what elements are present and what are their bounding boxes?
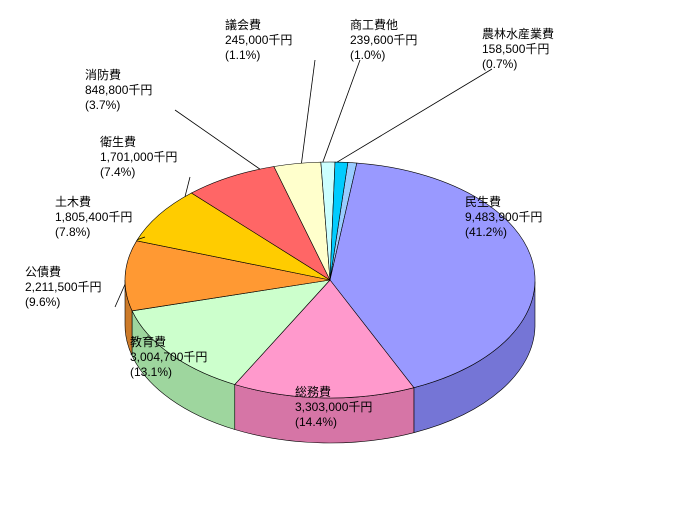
- leader-assembly: [301, 60, 315, 163]
- label-public-welfare: 民生費9,483,900千円(41.2%): [465, 195, 542, 240]
- label-name: 土木費: [55, 195, 132, 210]
- label-value: 3,303,000千円: [295, 400, 372, 415]
- label-assembly: 議会費245,000千円(1.1%): [225, 18, 292, 63]
- label-agri-forestry-fishery: 農林水産業費158,500千円(0.7%): [482, 27, 554, 72]
- label-value: 9,483,900千円: [465, 210, 542, 225]
- label-percent: (3.7%): [85, 98, 152, 113]
- label-name: 消防費: [85, 68, 152, 83]
- label-commerce-industry-other: 商工費他239,600千円(1.0%): [350, 18, 417, 63]
- label-public-debt: 公債費2,211,500千円(9.6%): [25, 265, 102, 310]
- label-value: 848,800千円: [85, 83, 152, 98]
- label-percent: (0.7%): [482, 57, 554, 72]
- label-value: 158,500千円: [482, 42, 554, 57]
- label-name: 商工費他: [350, 18, 417, 33]
- label-value: 239,600千円: [350, 33, 417, 48]
- label-name: 教育費: [130, 335, 207, 350]
- label-name: 議会費: [225, 18, 292, 33]
- pie-chart-3d: 農林水産業費158,500千円(0.7%) 民生費9,483,900千円(41.2…: [0, 0, 675, 525]
- label-name: 総務費: [295, 385, 372, 400]
- leader-sanitation: [185, 177, 190, 197]
- label-percent: (1.0%): [350, 48, 417, 63]
- label-name: 衛生費: [100, 135, 177, 150]
- label-general-affairs: 総務費3,303,000千円(14.4%): [295, 385, 372, 430]
- label-civil-engineering: 土木費1,805,400千円(7.8%): [55, 195, 132, 240]
- label-name: 公債費: [25, 265, 102, 280]
- leader-agri-forestry-fishery: [337, 69, 492, 162]
- label-name: 農林水産業費: [482, 27, 554, 42]
- leader-commerce-industry-other: [323, 60, 360, 162]
- label-percent: (41.2%): [465, 225, 542, 240]
- label-percent: (7.4%): [100, 165, 177, 180]
- label-percent: (7.8%): [55, 225, 132, 240]
- label-percent: (13.1%): [130, 365, 207, 380]
- leader-fire-service: [175, 110, 260, 169]
- label-education: 教育費3,004,700千円(13.1%): [130, 335, 207, 380]
- label-percent: (14.4%): [295, 415, 372, 430]
- label-value: 1,701,000千円: [100, 150, 177, 165]
- label-value: 2,211,500千円: [25, 280, 102, 295]
- label-name: 民生費: [465, 195, 542, 210]
- label-percent: (1.1%): [225, 48, 292, 63]
- label-value: 245,000千円: [225, 33, 292, 48]
- leader-public-debt: [115, 284, 125, 307]
- label-percent: (9.6%): [25, 295, 102, 310]
- label-fire-service: 消防費848,800千円(3.7%): [85, 68, 152, 113]
- label-value: 1,805,400千円: [55, 210, 132, 225]
- label-sanitation: 衛生費1,701,000千円(7.4%): [100, 135, 177, 180]
- label-value: 3,004,700千円: [130, 350, 207, 365]
